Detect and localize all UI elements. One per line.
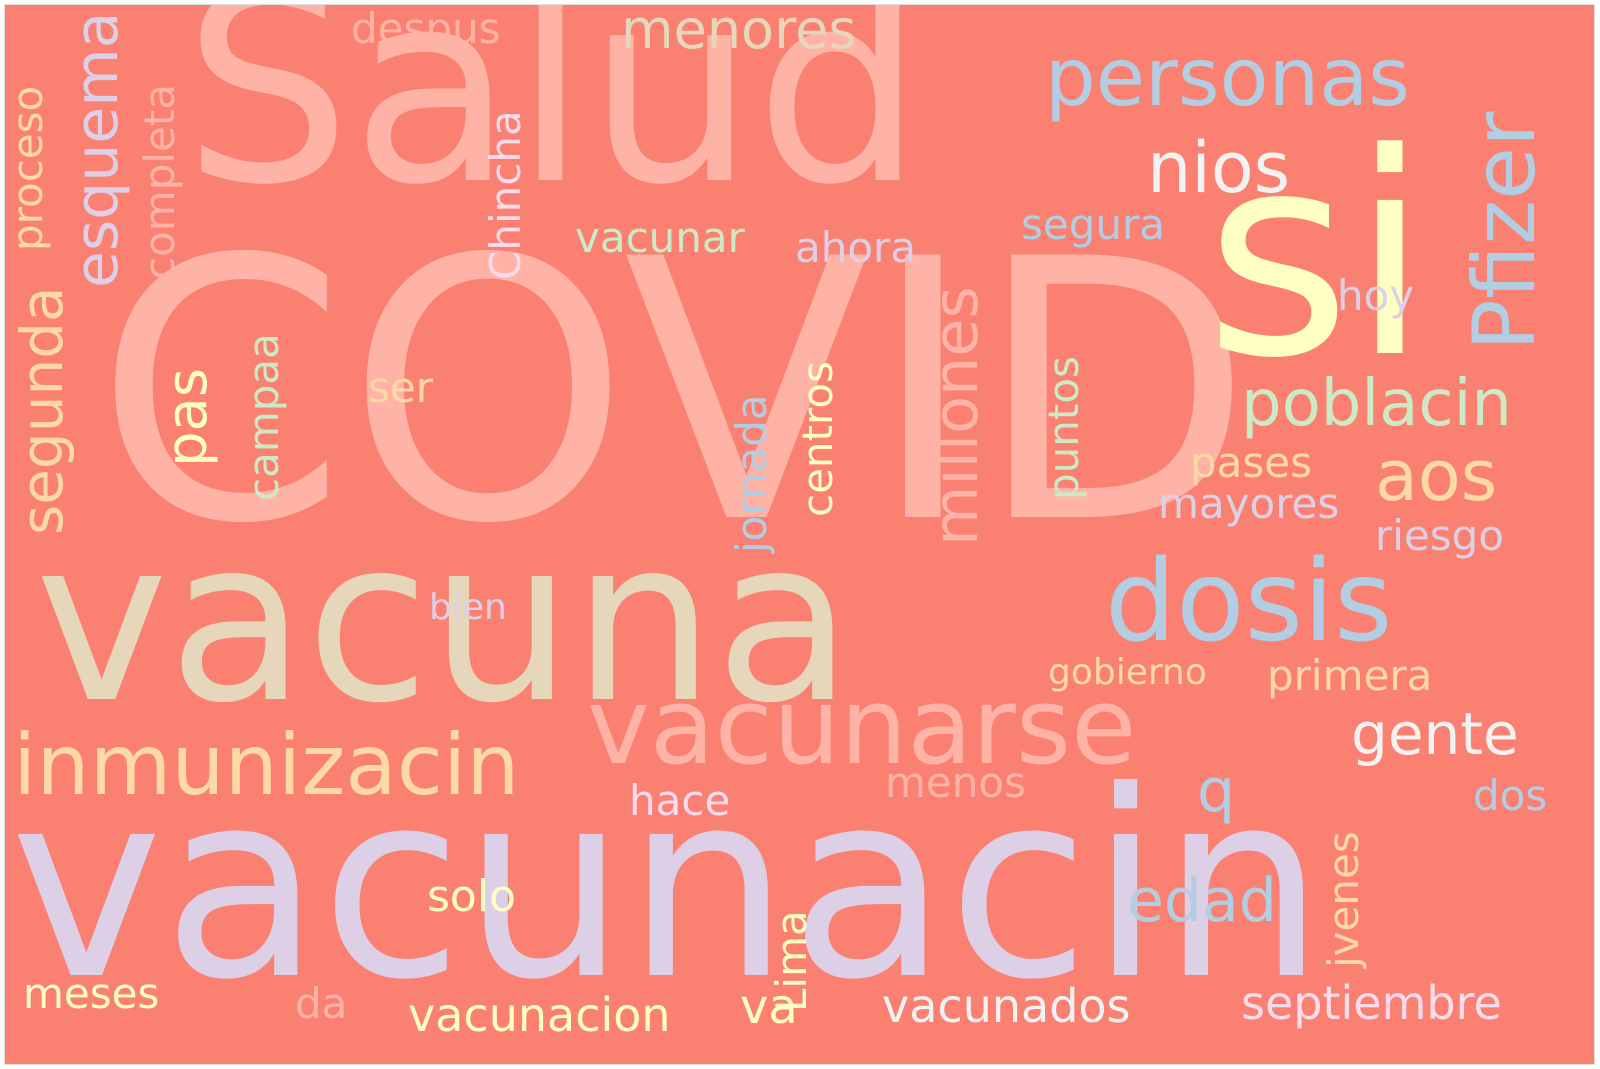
word-segura: segura xyxy=(1021,200,1166,249)
word-vacunacin: vacunacin xyxy=(10,736,1325,1036)
word-si: si xyxy=(1205,94,1429,420)
word-esquema: esquema xyxy=(62,11,132,288)
word-menos: menos xyxy=(885,758,1026,807)
word-va: va xyxy=(740,979,798,1035)
word-vacunarse: vacunarse xyxy=(587,665,1137,788)
word-jornada: jornada xyxy=(727,394,776,553)
word-primera: primera xyxy=(1267,651,1433,700)
word-mayores: mayores xyxy=(1158,479,1340,528)
word-poblacin: poblacin xyxy=(1241,367,1512,441)
word-ahora: ahora xyxy=(795,223,917,272)
word-lima: Lima xyxy=(767,910,816,1012)
word-pas: pas xyxy=(155,367,220,467)
word-dosis: dosis xyxy=(1105,537,1393,667)
word-covid: COVID xyxy=(95,183,1254,602)
word-despus: despus xyxy=(351,5,501,53)
word-vacunados: vacunados xyxy=(882,979,1131,1033)
word-vacuna: vacuna xyxy=(35,491,853,753)
word-segunda: segunda xyxy=(8,286,76,535)
word-pfizer: Pfizer xyxy=(1455,111,1555,351)
word-centros: centros xyxy=(793,361,842,517)
word-edad: edad xyxy=(1127,866,1277,936)
word-proceso: proceso xyxy=(5,85,52,251)
word-hoy: hoy xyxy=(1337,271,1415,320)
word-campaa: campaa xyxy=(239,333,288,501)
word-vacunar: vacunar xyxy=(575,213,745,262)
word-ser: ser xyxy=(368,363,433,412)
word-septiembre: septiembre xyxy=(1241,976,1502,1030)
word-salud: Salud xyxy=(183,5,924,243)
word-aos: aos xyxy=(1375,435,1498,517)
word-nios: nios xyxy=(1147,127,1291,209)
word-meses: meses xyxy=(23,969,160,1018)
word-riesgo: riesgo xyxy=(1375,511,1505,560)
word-gobierno: gobierno xyxy=(1048,652,1207,693)
word-bien: bien xyxy=(429,587,507,628)
word-personas: personas xyxy=(1045,31,1410,124)
word-dos: dos xyxy=(1473,771,1548,820)
word-completa: completa xyxy=(135,83,184,280)
word-pases: pases xyxy=(1190,438,1313,487)
word-puntos: puntos xyxy=(1039,356,1088,500)
word-q: q xyxy=(1197,756,1236,826)
word-cloud: COVID Salud vacuna vacunacin si personas… xyxy=(5,5,1594,1064)
word-menores: menores xyxy=(621,5,857,61)
word-jvenes: jvenes xyxy=(1319,831,1368,968)
word-inmunizacin: inmunizacin xyxy=(13,716,520,814)
word-vacunacion: vacunacion xyxy=(408,988,671,1042)
word-hace: hace xyxy=(629,776,731,825)
word-millones: millones xyxy=(919,286,992,546)
word-chincha: Chincha xyxy=(481,110,530,280)
word-gente: gente xyxy=(1351,700,1519,768)
word-solo: solo xyxy=(427,871,516,922)
word-da: da xyxy=(295,979,348,1028)
